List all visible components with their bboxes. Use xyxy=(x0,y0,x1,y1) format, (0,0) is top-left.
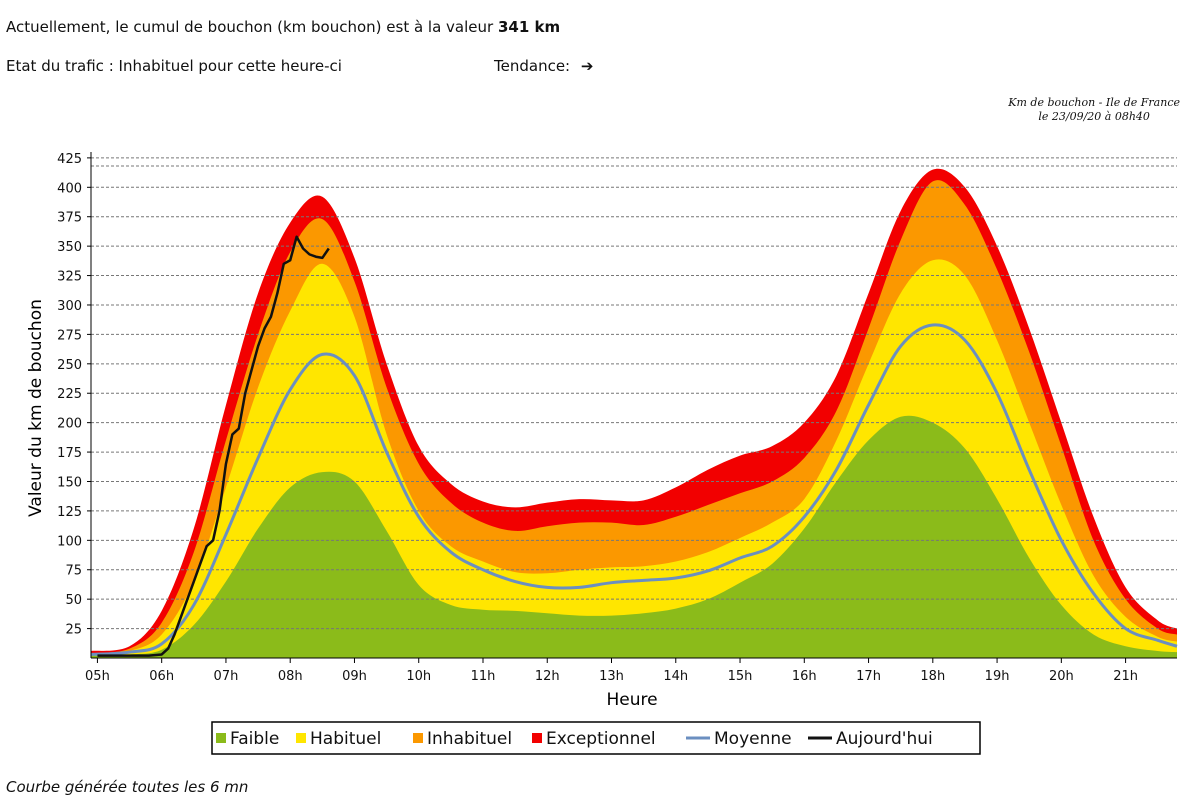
y-tick-label: 175 xyxy=(57,446,82,461)
y-tick-label: 400 xyxy=(57,181,82,196)
y-tick-label: 25 xyxy=(65,623,82,638)
traffic-state: Etat du trafic : Inhabituel pour cette h… xyxy=(6,57,342,75)
y-tick-label: 200 xyxy=(57,417,82,432)
legend-label-moyenne: Moyenne xyxy=(714,729,792,749)
x-tick-label: 21h xyxy=(1113,669,1138,684)
x-axis-label: Heure xyxy=(606,690,657,710)
y-tick-label: 250 xyxy=(57,358,82,373)
chart-caption: Km de bouchon - Ile de France le 23/09/2… xyxy=(1008,96,1180,124)
chart-grid xyxy=(91,157,1177,630)
y-tick-label: 100 xyxy=(57,534,82,549)
x-tick-label: 19h xyxy=(985,669,1010,684)
cumul-text: Actuellement, le cumul de bouchon (km bo… xyxy=(6,18,494,36)
y-tick-label: 275 xyxy=(57,328,82,343)
chart-axes: 25 50 75 100 125 150 175 200 225 250 275 300 325 350 3… xyxy=(57,152,1177,684)
y-tick-label: 350 xyxy=(57,240,82,255)
legend-label-exceptionnel: Exceptionnel xyxy=(546,729,656,749)
y-tick-label: 50 xyxy=(65,593,82,608)
y-tick-label: 375 xyxy=(57,211,82,226)
y-tick-label: 150 xyxy=(57,475,82,490)
x-tick-label: 14h xyxy=(663,669,688,684)
chart-caption-date: le 23/09/20 à 08h40 xyxy=(1038,110,1150,123)
x-tick-label: 20h xyxy=(1049,669,1074,684)
y-axis-label: Valeur du km de bouchon xyxy=(26,299,46,517)
line-moyenne xyxy=(90,323,1178,656)
x-tick-label: 10h xyxy=(406,669,431,684)
y-tick-label: 425 xyxy=(57,152,82,167)
arrow-right-icon: ➔ xyxy=(580,57,594,75)
y-tick-label: 75 xyxy=(65,564,82,579)
x-tick-label: 18h xyxy=(920,669,945,684)
legend-label-habituel: Habituel xyxy=(310,729,381,749)
x-tick-label: 09h xyxy=(342,669,367,684)
legend-label-inhabituel: Inhabituel xyxy=(427,729,512,749)
x-tick-label: 07h xyxy=(214,669,239,684)
area-faible xyxy=(91,415,1177,658)
x-tick-label: 06h xyxy=(149,669,174,684)
legend-box xyxy=(211,721,981,755)
x-tick-label: 16h xyxy=(792,669,817,684)
x-tick-label: 11h xyxy=(471,669,496,684)
y-tick-label: 225 xyxy=(57,387,82,402)
legend-swatch-inhabituel xyxy=(413,733,423,743)
trend-indicator: Tendance: ➔ xyxy=(494,57,593,75)
chart-lines xyxy=(90,235,1178,657)
chart-caption-title: Km de bouchon - Ile de France xyxy=(1008,96,1180,109)
legend-swatch-habituel xyxy=(296,733,306,743)
trend-label: Tendance: xyxy=(494,57,571,75)
y-tick-label: 300 xyxy=(57,299,82,314)
x-tick-label: 17h xyxy=(856,669,881,684)
x-tick-label: 12h xyxy=(535,669,560,684)
x-tick-label: 05h xyxy=(85,669,110,684)
line-aujourdhui xyxy=(97,235,330,657)
legend-label-aujourdhui: Aujourd'hui xyxy=(836,729,933,749)
x-tick-label: 15h xyxy=(728,669,753,684)
chart-legend: Faible Habituel Inhabituel Exceptionnel Moye… xyxy=(211,721,981,755)
y-tick-label: 325 xyxy=(57,270,82,285)
legend-label-faible: Faible xyxy=(230,729,279,749)
x-tick-label: 13h xyxy=(599,669,624,684)
y-tick-label: 125 xyxy=(57,505,82,520)
cumul-value: 341 km xyxy=(497,18,561,36)
legend-swatch-faible xyxy=(216,733,226,743)
footer-note: Courbe générée toutes les 6 mn xyxy=(6,778,249,796)
cumul-status-line: Actuellement, le cumul de bouchon (km bo… xyxy=(6,18,560,36)
x-tick-label: 08h xyxy=(278,669,303,684)
legend-swatch-exceptionnel xyxy=(532,733,542,743)
chart-areas xyxy=(91,168,1177,659)
